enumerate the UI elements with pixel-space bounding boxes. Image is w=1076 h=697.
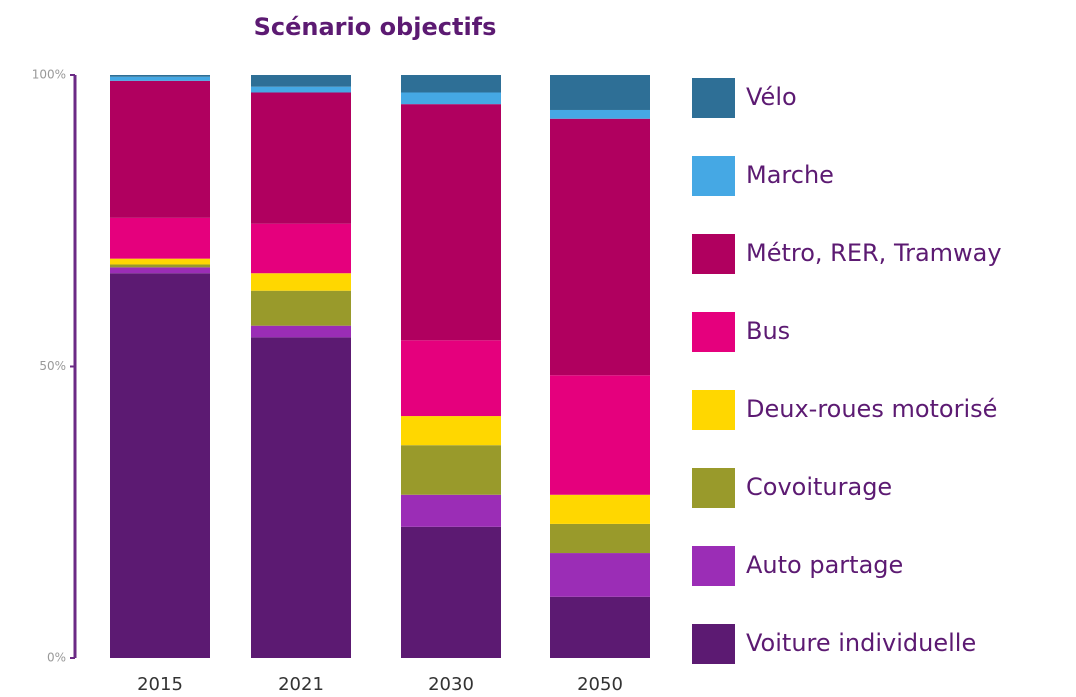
bar-segment	[550, 596, 650, 658]
legend-swatch	[692, 546, 735, 586]
bar-segment	[401, 104, 501, 341]
legend-label: Marche	[746, 161, 834, 189]
legend-swatch	[692, 234, 735, 274]
legend-label: Métro, RER, Tramway	[746, 239, 1002, 267]
x-tick-label: 2015	[137, 674, 183, 695]
bar-segment	[401, 445, 501, 495]
legend-label: Bus	[746, 317, 790, 345]
bar-segment	[110, 217, 210, 259]
y-tick-label: 100%	[32, 68, 66, 82]
bar-segment	[110, 258, 210, 265]
bar-segment	[251, 75, 351, 87]
bar-segment	[251, 92, 351, 224]
legend-label: Voiture individuelle	[746, 629, 976, 657]
bar-segment	[251, 273, 351, 291]
legend-swatch	[692, 468, 735, 508]
bar-segment	[110, 267, 210, 274]
bar-segment	[550, 75, 650, 110]
bar-segment	[251, 86, 351, 93]
legend-swatch	[692, 78, 735, 118]
chart-title: Scénario objectifs	[254, 13, 497, 41]
x-tick-label: 2021	[278, 674, 324, 695]
bar-segment	[251, 337, 351, 658]
y-tick-label: 0%	[47, 651, 66, 665]
bar-segment	[251, 325, 351, 338]
legend-swatch	[692, 624, 735, 664]
bar-segment	[401, 92, 501, 105]
legend-swatch	[692, 156, 735, 196]
y-tick-label: 50%	[39, 359, 66, 373]
bar-segment	[550, 553, 650, 597]
legend-label: Vélo	[746, 83, 797, 111]
bar-segment	[251, 290, 351, 326]
bar-segment	[401, 416, 501, 446]
legend-swatch	[692, 312, 735, 352]
bar-segment	[550, 375, 650, 495]
bar-segment	[110, 273, 210, 658]
bar-segment	[110, 264, 210, 268]
legend-label: Deux-roues motorisé	[746, 395, 997, 423]
bar-segment	[110, 80, 210, 218]
bar-segment	[251, 223, 351, 274]
bar-segment	[550, 494, 650, 524]
bar-segment	[110, 75, 210, 77]
bar-segment	[401, 494, 501, 527]
legend-swatch	[692, 390, 735, 430]
bar-segment	[550, 118, 650, 376]
bar-segment	[550, 523, 650, 554]
bar-segment	[110, 76, 210, 81]
legend-label: Auto partage	[746, 551, 903, 579]
bar-segment	[401, 526, 501, 658]
x-tick-label: 2030	[428, 674, 474, 695]
bar-segment	[401, 75, 501, 93]
bar-segment	[401, 340, 501, 417]
bar-segment	[550, 109, 650, 119]
x-tick-label: 2050	[577, 674, 623, 695]
legend-label: Covoiturage	[746, 473, 892, 501]
